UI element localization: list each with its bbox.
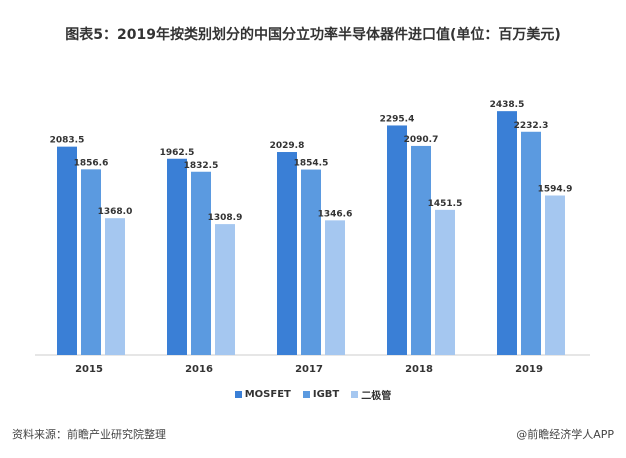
bar <box>325 220 345 355</box>
data-label: 2029.8 <box>270 141 305 151</box>
data-label: 2295.4 <box>380 114 415 124</box>
legend-swatch <box>234 391 242 398</box>
data-label: 1854.5 <box>294 159 329 169</box>
x-tick-label: 2015 <box>75 364 103 375</box>
legend: MOSFET IGBT 二极管 <box>0 387 626 402</box>
legend-label: MOSFET <box>244 389 291 400</box>
data-label: 1832.5 <box>184 161 219 171</box>
data-label: 1308.9 <box>208 213 243 223</box>
x-tick-label: 2017 <box>295 364 323 375</box>
bar <box>191 171 211 355</box>
bar <box>57 146 77 355</box>
legend-item-mosfet: MOSFET <box>234 387 291 402</box>
bar <box>545 195 565 355</box>
bar <box>435 209 455 355</box>
legend-item-igbt: IGBT <box>302 387 340 402</box>
data-label: 2083.5 <box>50 136 85 146</box>
legend-swatch <box>302 391 310 398</box>
data-label: 1594.9 <box>538 185 573 195</box>
bar <box>497 111 517 356</box>
data-label: 1368.0 <box>98 207 133 217</box>
data-label: 1962.5 <box>160 148 195 158</box>
chart-title: 图表5：2019年按类别划分的中国分立功率半导体器件进口值(单位：百万美元) <box>65 27 561 43</box>
bar <box>301 169 321 355</box>
x-tick-label: 2016 <box>185 364 213 375</box>
data-label: 2090.7 <box>404 135 439 145</box>
data-label: 2232.3 <box>514 121 549 131</box>
x-tick-label: 2018 <box>405 364 433 375</box>
data-label: 1856.6 <box>74 158 109 168</box>
bar <box>411 145 431 355</box>
bar <box>215 224 235 355</box>
data-label: 2438.5 <box>490 100 525 110</box>
bar <box>167 158 187 355</box>
legend-label: IGBT <box>312 389 340 400</box>
x-tick-label: 2019 <box>515 364 543 375</box>
bar <box>81 169 101 355</box>
legend-swatch <box>351 391 359 398</box>
credit-note: @前瞻经济学人APP <box>516 428 614 441</box>
source-note: 资料来源：前瞻产业研究院整理 <box>12 428 166 441</box>
legend-item-diode: 二极管 <box>351 387 391 402</box>
bar <box>105 218 125 355</box>
bar <box>521 131 541 355</box>
bar <box>387 125 407 356</box>
data-label: 1346.6 <box>318 209 353 219</box>
legend-label: 二极管 <box>361 391 392 402</box>
data-label: 1451.5 <box>428 199 463 209</box>
bar <box>277 152 297 355</box>
